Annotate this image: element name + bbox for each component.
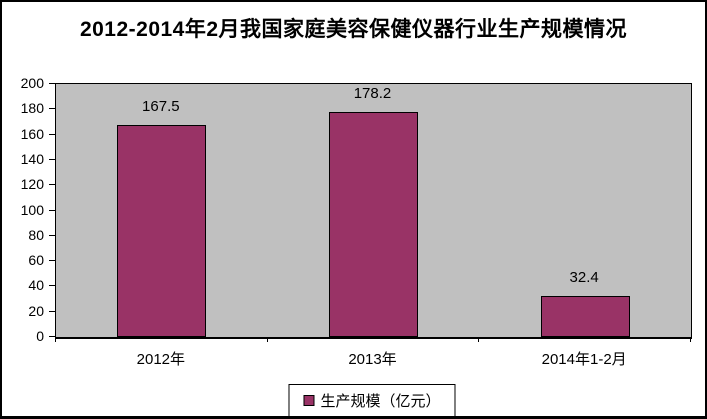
plot-area [55, 83, 692, 339]
y-tick-mark [49, 285, 55, 287]
x-category-label: 2012年 [136, 351, 186, 368]
legend: 生产规模（亿元） [288, 384, 456, 417]
y-tick-mark [49, 260, 55, 262]
y-tick-mark [49, 234, 55, 236]
y-tick-label: 60 [28, 252, 44, 269]
y-tick-label: 180 [20, 100, 44, 117]
y-tick-mark [49, 184, 55, 186]
y-tick-mark [49, 336, 55, 337]
y-tick-label: 140 [20, 150, 44, 167]
x-tick-mark [478, 338, 480, 342]
x-tick-mark [266, 338, 268, 342]
bar-value-label: 178.2 [353, 84, 392, 102]
y-tick-label: 80 [28, 226, 44, 243]
y-tick-mark [49, 158, 55, 160]
chart-title: 2012-2014年2月我国家庭美容保健仪器行业生产规模情况 [79, 18, 628, 41]
x-tick-mark [690, 338, 691, 342]
y-tick-label: 100 [20, 201, 44, 218]
y-tick-mark [49, 310, 55, 312]
y-tick-mark [49, 83, 55, 84]
bar [540, 296, 630, 337]
y-tick-label: 40 [28, 277, 44, 294]
bar-value-label: 32.4 [569, 269, 599, 286]
bar [329, 111, 418, 337]
bar [117, 125, 207, 337]
x-category-label: 2013年 [348, 351, 397, 368]
y-tick-mark [49, 108, 55, 110]
x-tick-mark [55, 338, 56, 342]
legend-swatch-icon [303, 395, 315, 406]
y-tick-mark [49, 133, 55, 135]
x-category-label: 2014年1-2月 [541, 351, 627, 368]
legend-label: 生产规模（亿元） [320, 393, 441, 410]
y-tick-label: 160 [20, 125, 44, 142]
y-tick-label: 120 [20, 176, 44, 193]
y-tick-label: 0 [36, 328, 44, 344]
y-tick-label: 20 [28, 302, 44, 319]
bar-value-label: 167.5 [142, 98, 180, 116]
y-tick-mark [49, 209, 55, 211]
y-tick-label: 200 [20, 75, 44, 91]
